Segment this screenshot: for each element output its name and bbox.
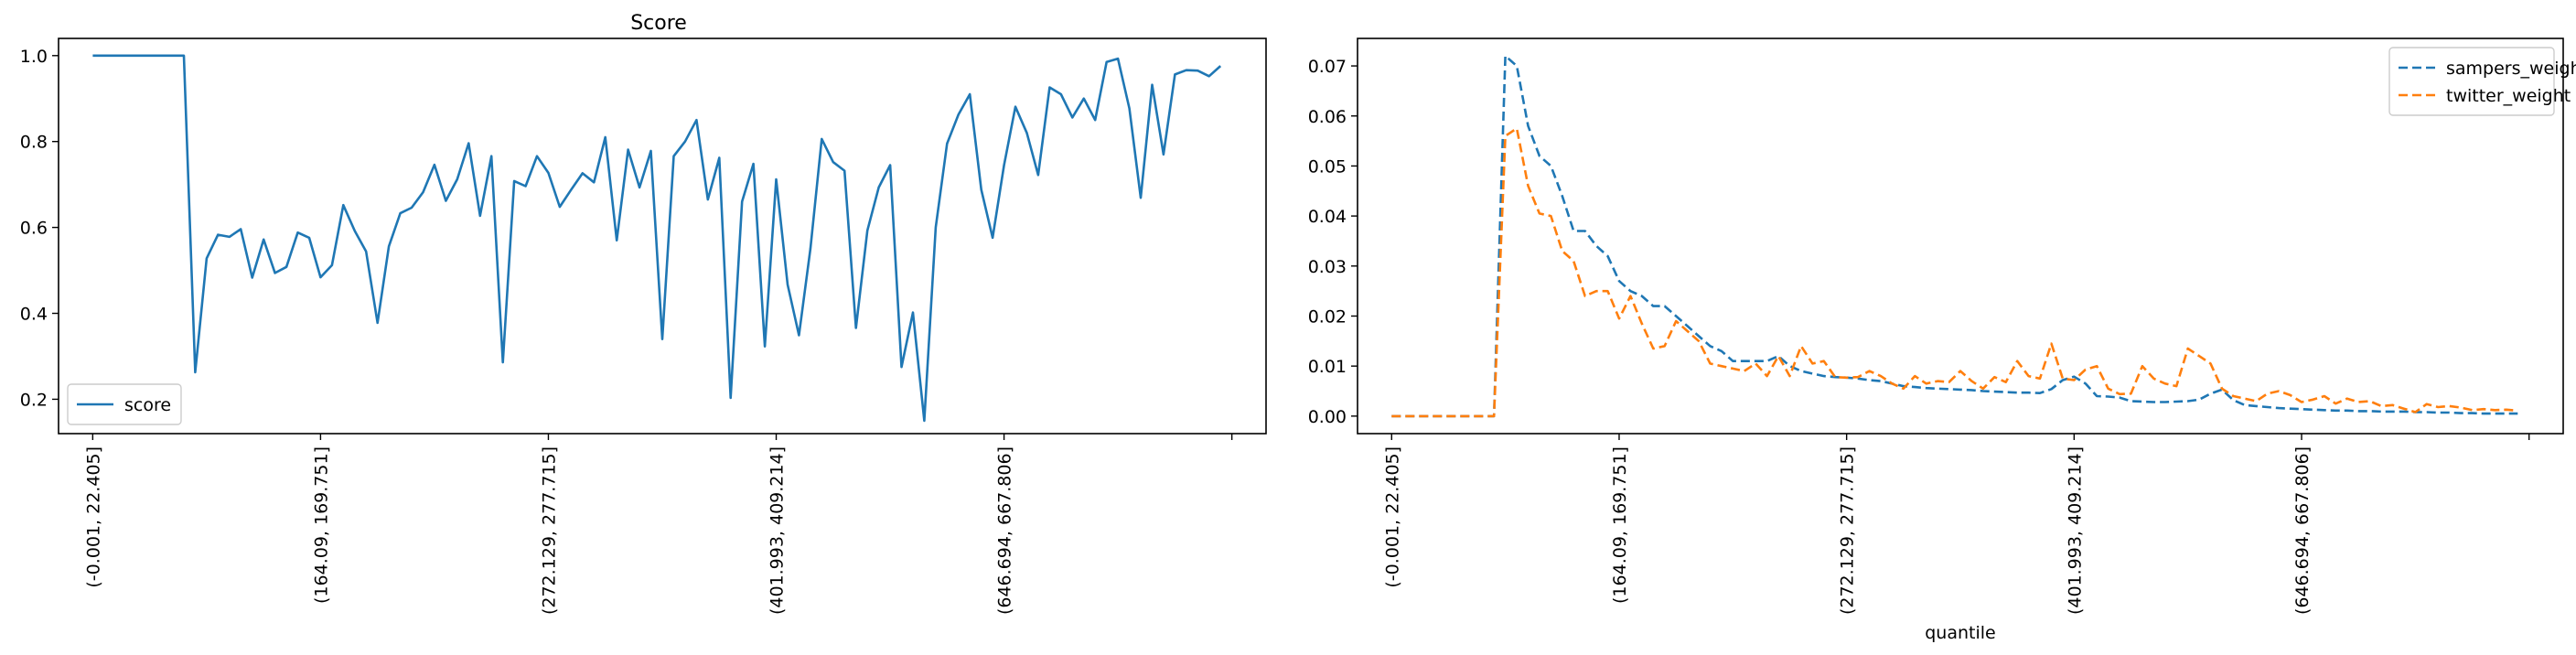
legend: score [67, 383, 182, 425]
legend-box [2388, 47, 2555, 116]
plot-area-frame [1357, 38, 2564, 435]
x-axis-label: quantile [1925, 623, 1995, 643]
plot-area-frame [58, 38, 1267, 435]
y-tick-label: 0.4 [20, 305, 48, 325]
x-tick-label: (272.129, 277.715] [1838, 446, 1858, 615]
y-tick-label: 0.6 [20, 219, 48, 239]
y-tick-label: 0.06 [1308, 107, 1347, 127]
series-layer [92, 54, 1222, 423]
series-line-twitter-weight [1391, 127, 2518, 418]
y-tick-label: 0.03 [1308, 257, 1347, 277]
legend-label: twitter_weight [2446, 86, 2571, 106]
x-tick-label: (272.129, 277.715] [539, 446, 559, 615]
y-tick-label: 0.8 [20, 133, 48, 153]
legend-label: score [124, 395, 171, 415]
y-tick-label: 0.05 [1308, 156, 1347, 177]
y-tick-label: 1.0 [20, 47, 48, 67]
legend: sampers_weight twitter_weight [2388, 47, 2576, 116]
x-tick-label: (-0.001, 22.405] [1382, 446, 1402, 588]
x-tick-label: (164.09, 169.751] [1610, 446, 1630, 604]
x-tick-label: (-0.001, 22.405] [83, 446, 103, 588]
y-tick-label: 0.02 [1308, 306, 1347, 327]
y-tick-label: 0.04 [1308, 207, 1347, 227]
y-axis: 0.2 0.4 0.6 0.8 1.0 [20, 47, 59, 410]
x-tick-label: (401.993, 409.214] [767, 446, 788, 615]
x-tick-label: (646.694, 667.806] [2292, 446, 2313, 615]
y-tick-label: 0.07 [1308, 57, 1347, 77]
x-axis: (-0.001, 22.405] (164.09, 169.751] (272.12… [83, 434, 1233, 615]
chart-title: Score [630, 12, 687, 35]
score-chart: Score 0.2 0.4 0.6 0.8 1.0 (-0.001, 22.405] (1… [20, 12, 1267, 615]
weight-chart: 0.00 0.01 0.02 0.03 0.04 0.05 0.06 0.07 (-0.001… [1308, 38, 2576, 643]
x-tick-label: (646.694, 667.806] [995, 446, 1015, 615]
y-axis: 0.00 0.01 0.02 0.03 0.04 0.05 0.06 0.07 [1308, 57, 1358, 427]
series-line-sampers-weight [1391, 54, 2518, 418]
legend-label: sampers_weight [2446, 59, 2576, 79]
x-tick-label: (164.09, 169.751] [311, 446, 331, 604]
y-tick-label: 0.01 [1308, 357, 1347, 377]
y-tick-label: 0.00 [1308, 407, 1347, 427]
series-layer [1391, 54, 2518, 418]
legend-box [67, 383, 182, 425]
series-line-score [92, 54, 1222, 423]
y-tick-label: 0.2 [20, 390, 48, 410]
x-tick-label: (401.993, 409.214] [2065, 446, 2085, 615]
x-axis: (-0.001, 22.405] (164.09, 169.751] (272.12… [1382, 434, 2530, 615]
